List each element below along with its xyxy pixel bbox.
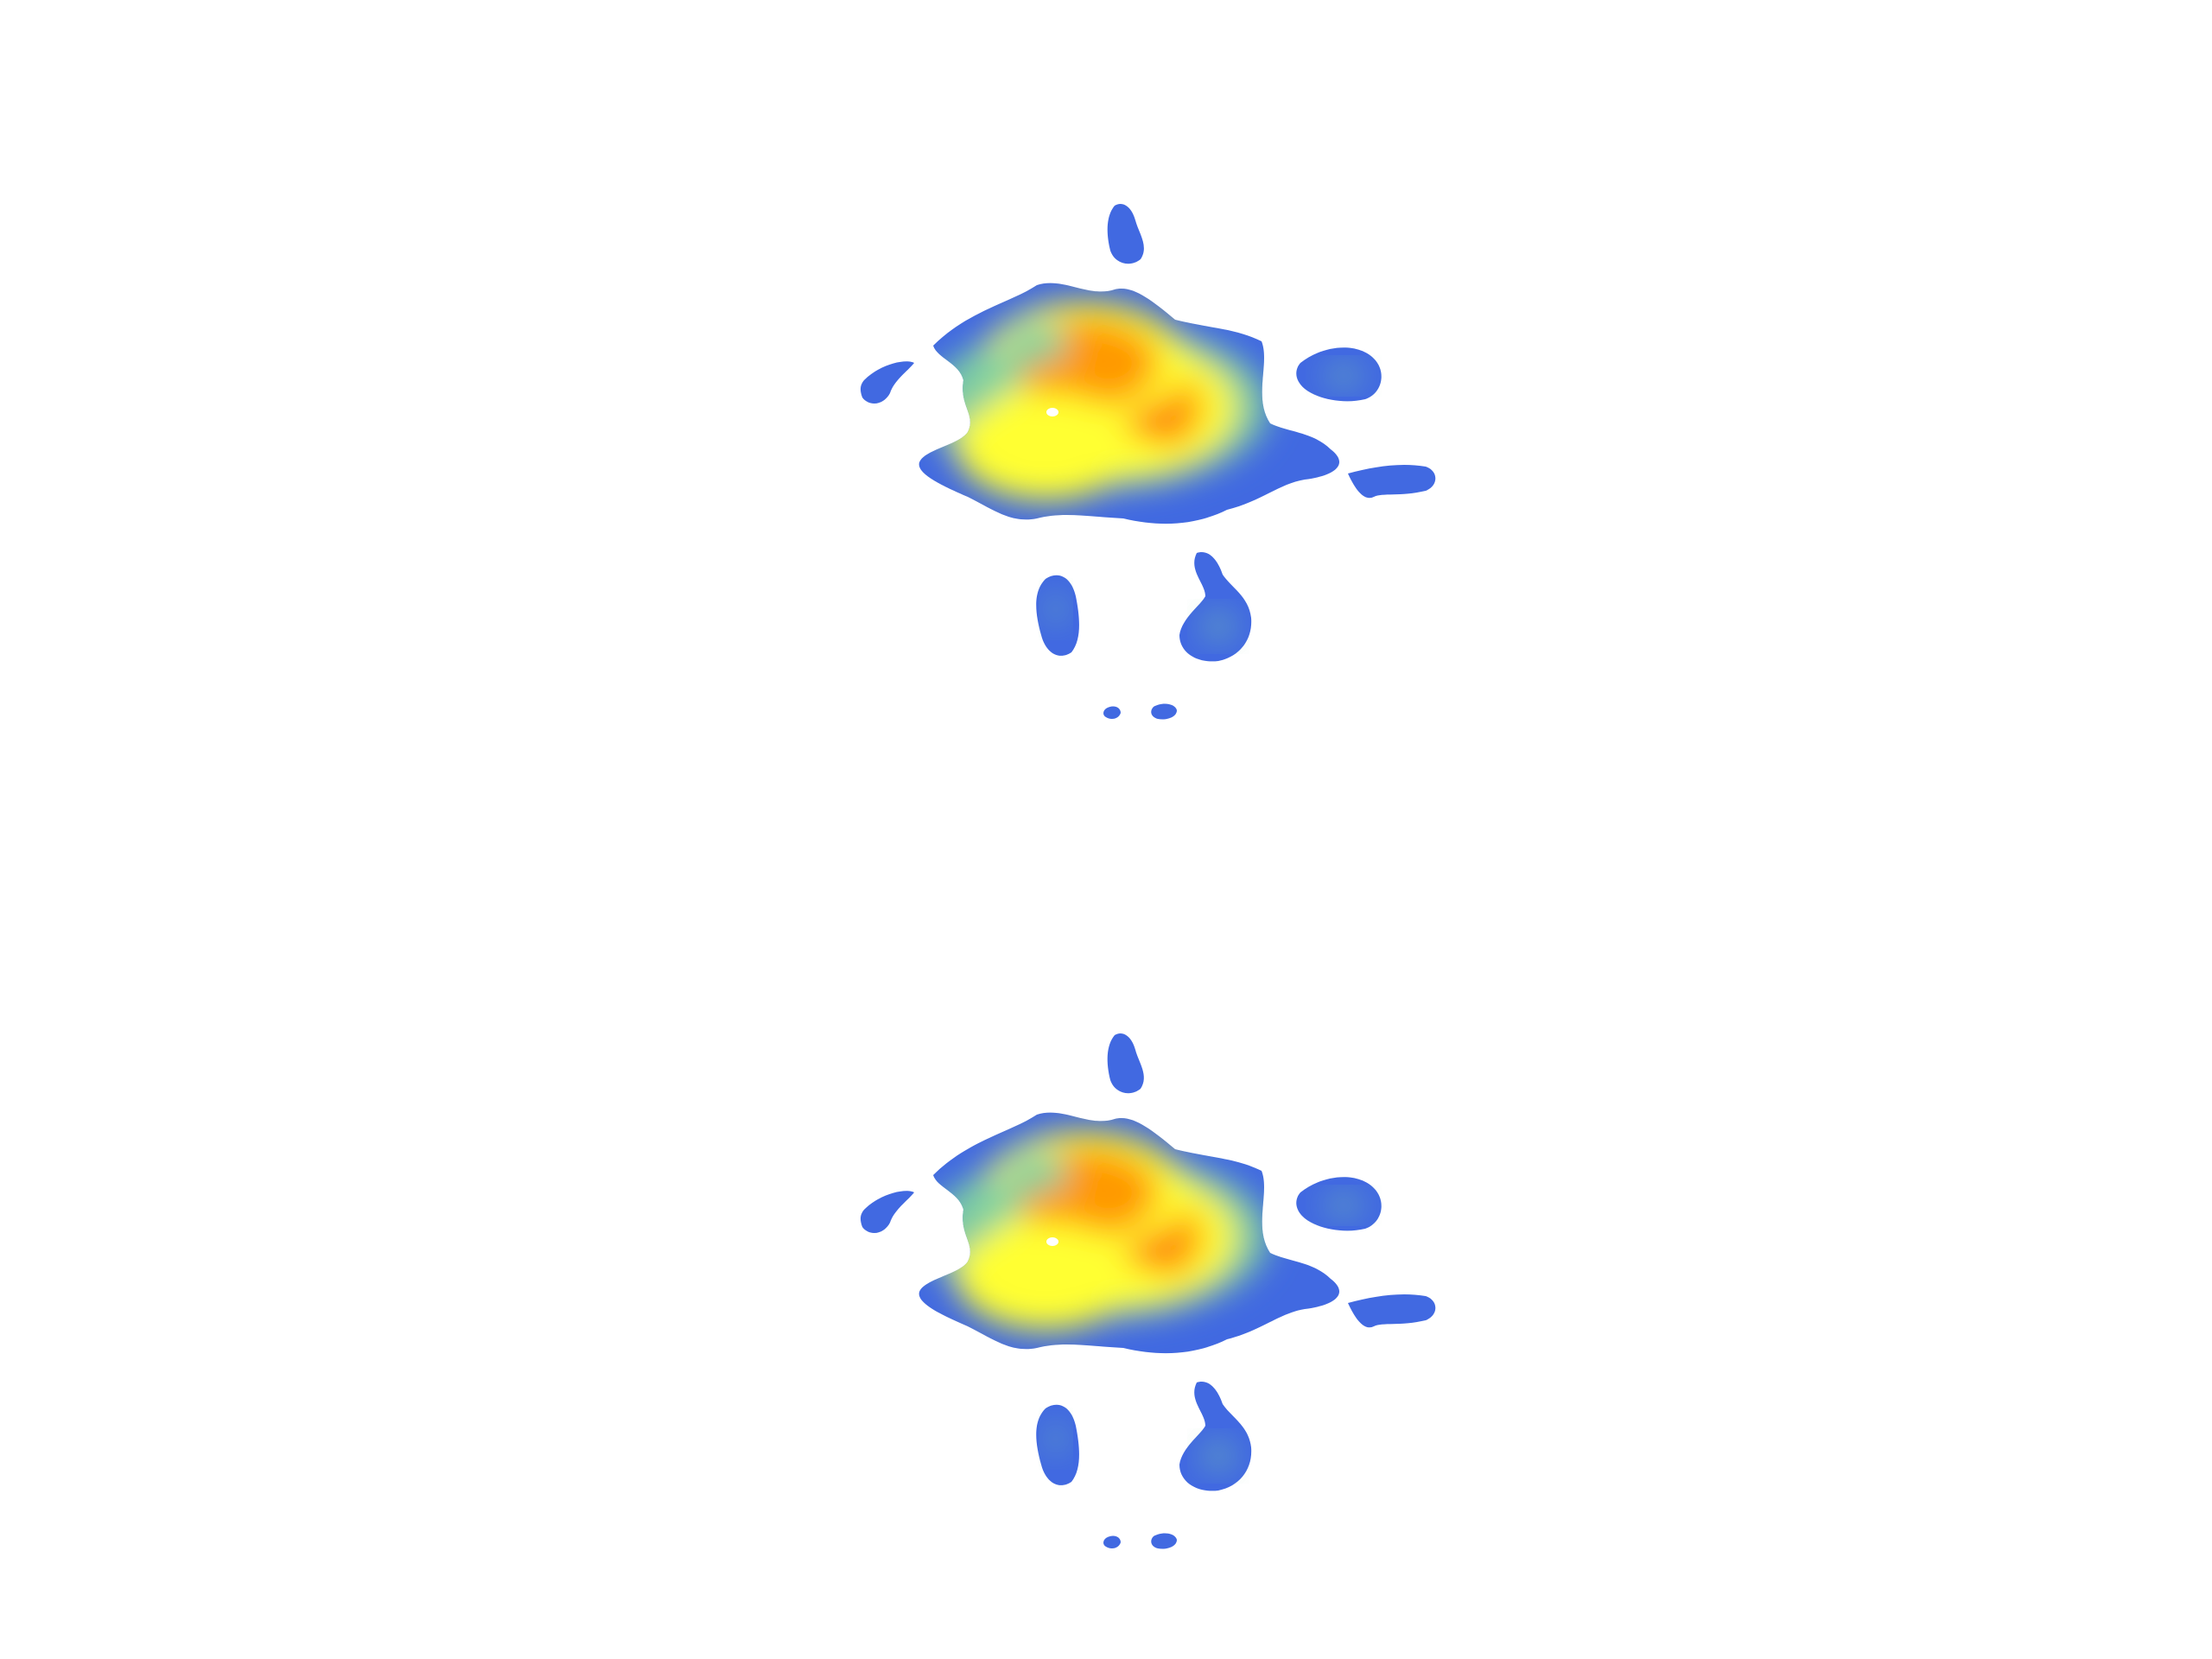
heatmap-satellite-tail [1348, 464, 1436, 499]
heatmap-satellite-bottom-left [1036, 575, 1079, 656]
heatmap-hotspot-upper-cloud [1005, 322, 1068, 363]
heatmap-void [1046, 408, 1058, 416]
heatmap-satellite-right [1296, 1177, 1382, 1231]
heatmap-satellite-tail [1348, 1294, 1436, 1328]
heatmap-satellite-top [1107, 1033, 1144, 1094]
heatmap-hotspot-left-cloud [960, 351, 1027, 393]
heatmap-svg-1 [860, 203, 1436, 720]
heatmap-satellite-top [1107, 203, 1144, 264]
heatmap-satellite-dot-2 [1151, 1533, 1177, 1549]
heatmap-satellite-dot-1 [1103, 1535, 1121, 1549]
heatmap-hotspot-left-cloud [960, 1180, 1027, 1223]
heatmap-satellite-bottom-right [1179, 552, 1252, 662]
heatmap-panel-top [860, 203, 1436, 720]
heatmap-satellite-dot-1 [1103, 706, 1121, 720]
heatmap-heat-layer [925, 1131, 1270, 1330]
heatmap-satellite-bottom-left [1036, 1404, 1079, 1485]
heatmap-satellite-left [860, 1191, 914, 1233]
heatmap-satellite-bottom-right [1179, 1382, 1252, 1491]
heatmap-hotspot-upper-cloud [1005, 1152, 1068, 1192]
heatmap-satellite-right [1296, 347, 1382, 402]
heatmap-satellite-left [860, 361, 914, 404]
heatmap-void [1046, 1237, 1058, 1246]
heatmap-arm [996, 435, 1164, 490]
heatmap-satellite-dot-2 [1151, 703, 1177, 720]
heatmap-arm [996, 1264, 1164, 1319]
heatmap-heat-layer [925, 302, 1270, 500]
heatmap-svg-2 [860, 1033, 1436, 1549]
heatmap-panel-bottom [0, 830, 2212, 1659]
